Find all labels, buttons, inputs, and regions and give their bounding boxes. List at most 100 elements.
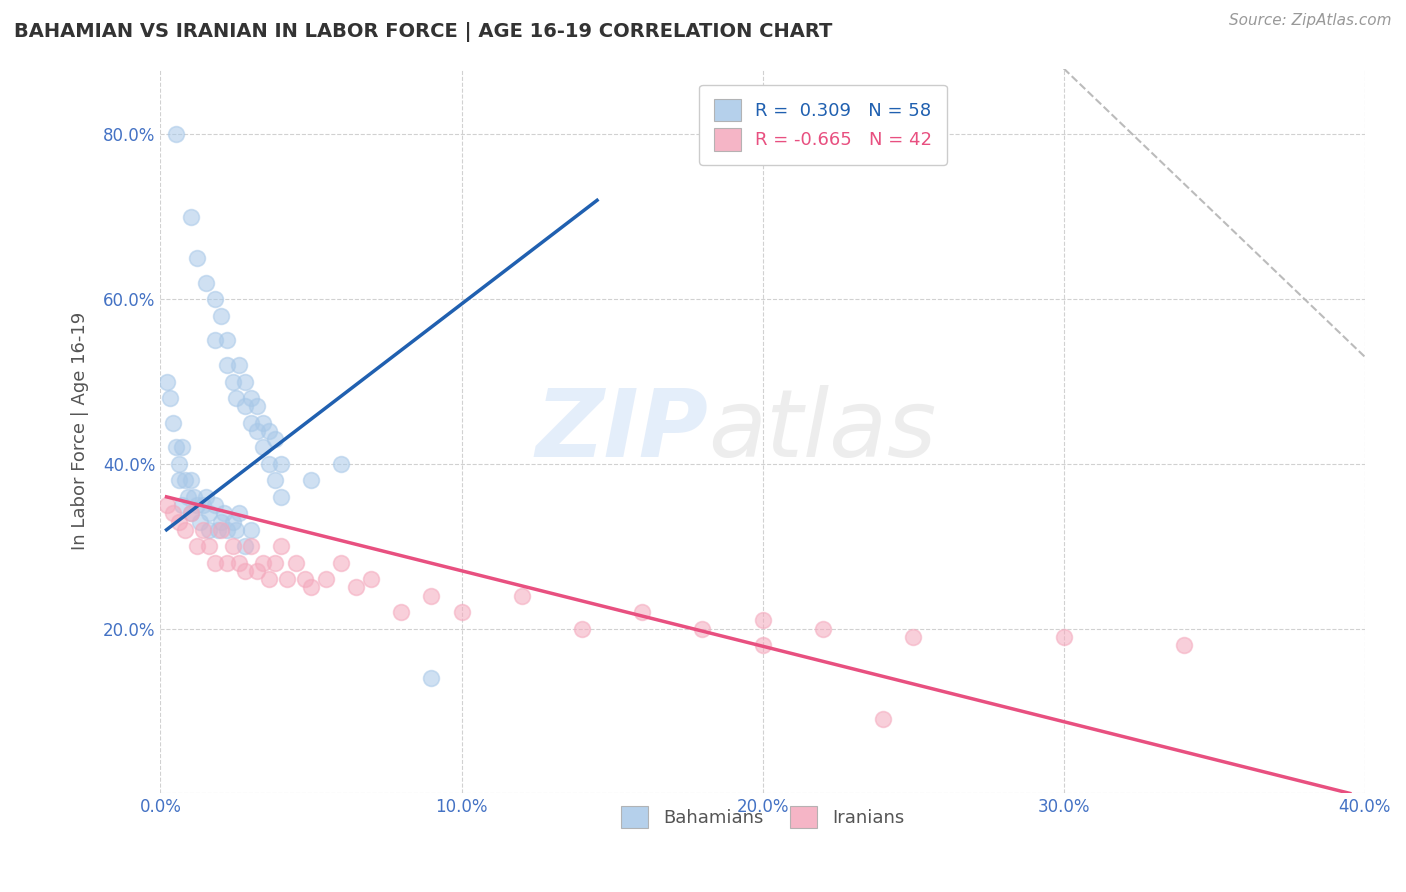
Point	[246, 424, 269, 438]
Point	[173, 474, 195, 488]
Point	[165, 441, 187, 455]
Point	[751, 613, 773, 627]
Point	[257, 457, 280, 471]
Point	[209, 523, 232, 537]
Point	[233, 399, 256, 413]
Point	[751, 638, 773, 652]
Point	[212, 506, 235, 520]
Point	[186, 251, 208, 265]
Point	[155, 375, 177, 389]
Point	[228, 556, 250, 570]
Point	[215, 358, 238, 372]
Text: ZIP: ZIP	[536, 385, 709, 477]
Point	[299, 474, 322, 488]
Point	[233, 539, 256, 553]
Point	[239, 391, 262, 405]
Point	[270, 457, 292, 471]
Point	[285, 556, 308, 570]
Point	[204, 556, 226, 570]
Point	[162, 416, 184, 430]
Point	[215, 523, 238, 537]
Point	[228, 506, 250, 520]
Point	[276, 572, 298, 586]
Point	[159, 391, 181, 405]
Point	[209, 309, 232, 323]
Point	[204, 292, 226, 306]
Point	[215, 556, 238, 570]
Point	[239, 416, 262, 430]
Point	[188, 515, 211, 529]
Point	[252, 441, 274, 455]
Point	[233, 375, 256, 389]
Point	[450, 605, 472, 619]
Point	[194, 276, 217, 290]
Point	[252, 556, 274, 570]
Point	[222, 515, 245, 529]
Point	[228, 358, 250, 372]
Point	[257, 424, 280, 438]
Point	[264, 432, 287, 446]
Text: atlas: atlas	[709, 385, 936, 476]
Point	[173, 523, 195, 537]
Point	[631, 605, 654, 619]
Point	[239, 523, 262, 537]
Point	[233, 564, 256, 578]
Point	[257, 572, 280, 586]
Point	[197, 523, 219, 537]
Point	[246, 564, 269, 578]
Point	[180, 474, 202, 488]
Point	[299, 581, 322, 595]
Point	[170, 498, 193, 512]
Y-axis label: In Labor Force | Age 16-19: In Labor Force | Age 16-19	[72, 312, 89, 550]
Point	[167, 457, 190, 471]
Point	[1173, 638, 1195, 652]
Point	[167, 474, 190, 488]
Point	[270, 490, 292, 504]
Legend: Bahamians, Iranians: Bahamians, Iranians	[614, 798, 911, 835]
Text: BAHAMIAN VS IRANIAN IN LABOR FORCE | AGE 16-19 CORRELATION CHART: BAHAMIAN VS IRANIAN IN LABOR FORCE | AGE…	[14, 22, 832, 42]
Point	[360, 572, 382, 586]
Point	[209, 515, 232, 529]
Point	[176, 490, 198, 504]
Point	[197, 539, 219, 553]
Point	[344, 581, 367, 595]
Point	[294, 572, 316, 586]
Point	[239, 539, 262, 553]
Point	[315, 572, 337, 586]
Point	[1053, 630, 1076, 644]
Point	[180, 506, 202, 520]
Point	[207, 523, 229, 537]
Point	[571, 622, 593, 636]
Point	[222, 539, 245, 553]
Point	[191, 523, 214, 537]
Point	[420, 589, 443, 603]
Point	[225, 391, 247, 405]
Point	[215, 334, 238, 348]
Point	[246, 399, 269, 413]
Point	[194, 490, 217, 504]
Text: Source: ZipAtlas.com: Source: ZipAtlas.com	[1229, 13, 1392, 29]
Point	[872, 712, 894, 726]
Point	[389, 605, 412, 619]
Point	[901, 630, 924, 644]
Point	[811, 622, 834, 636]
Point	[180, 210, 202, 224]
Point	[510, 589, 533, 603]
Point	[252, 416, 274, 430]
Point	[264, 474, 287, 488]
Point	[330, 556, 353, 570]
Point	[270, 539, 292, 553]
Point	[186, 539, 208, 553]
Point	[170, 441, 193, 455]
Point	[180, 506, 202, 520]
Point	[420, 671, 443, 685]
Point	[186, 498, 208, 512]
Point	[330, 457, 353, 471]
Point	[225, 523, 247, 537]
Point	[162, 506, 184, 520]
Point	[204, 334, 226, 348]
Point	[183, 490, 205, 504]
Point	[197, 506, 219, 520]
Point	[204, 498, 226, 512]
Point	[692, 622, 714, 636]
